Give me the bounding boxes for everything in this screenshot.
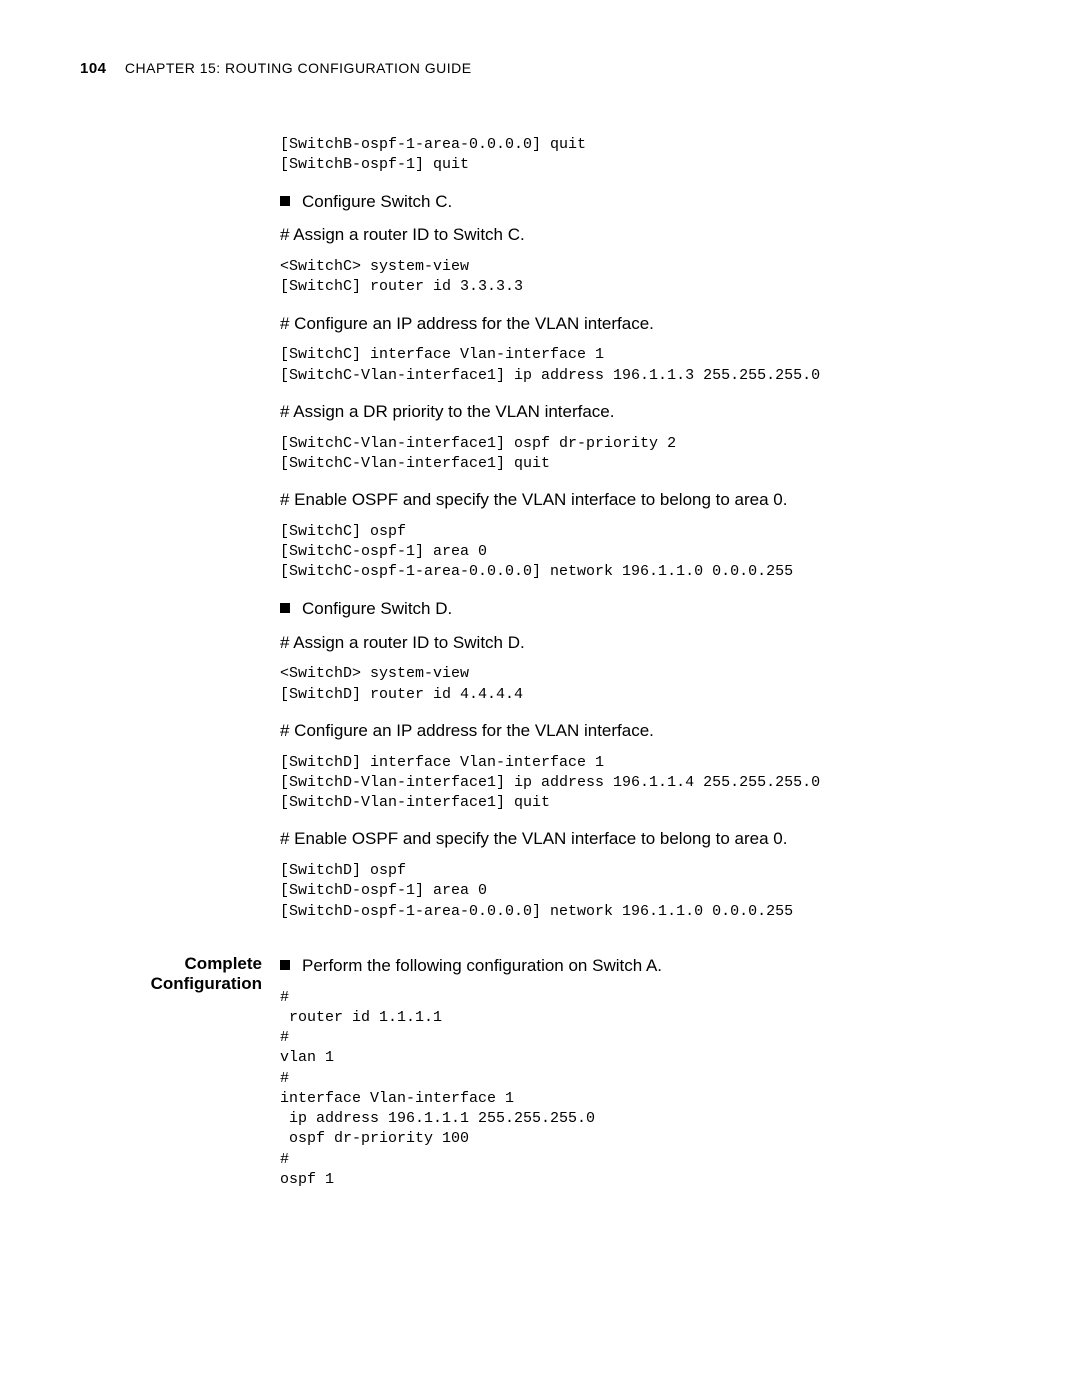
paragraph: # Assign a DR priority to the VLAN inter… [280, 400, 1000, 424]
square-bullet-icon [280, 603, 290, 613]
code-block: <SwitchD> system-view [SwitchD] router i… [280, 664, 1000, 705]
paragraph: # Enable OSPF and specify the VLAN inter… [280, 827, 1000, 851]
bullet-text: Perform the following configuration on S… [302, 954, 662, 978]
page: 104 CHAPTER 15: ROUTING CONFIGURATION GU… [0, 0, 1080, 1397]
bullet-text: Configure Switch D. [302, 597, 452, 621]
paragraph: # Enable OSPF and specify the VLAN inter… [280, 488, 1000, 512]
bullet-item: Configure Switch D. [280, 597, 1000, 621]
content-block: Complete Configuration Perform the follo… [80, 954, 1000, 1204]
page-number: 104 [80, 60, 107, 77]
code-block: [SwitchD] interface Vlan-interface 1 [Sw… [280, 753, 1000, 814]
paragraph: # Assign a router ID to Switch C. [280, 223, 1000, 247]
code-block: [SwitchC] ospf [SwitchC-ospf-1] area 0 [… [280, 522, 1000, 583]
code-block: <SwitchC> system-view [SwitchC] router i… [280, 257, 1000, 298]
paragraph: # Configure an IP address for the VLAN i… [280, 719, 1000, 743]
code-block: # router id 1.1.1.1 # vlan 1 # interface… [280, 988, 1000, 1191]
main-column: [SwitchB-ospf-1-area-0.0.0.0] quit [Swit… [280, 127, 1000, 936]
content-block: [SwitchB-ospf-1-area-0.0.0.0] quit [Swit… [80, 127, 1000, 936]
paragraph: # Assign a router ID to Switch D. [280, 631, 1000, 655]
code-block: [SwitchC] interface Vlan-interface 1 [Sw… [280, 345, 1000, 386]
square-bullet-icon [280, 960, 290, 970]
main-column: Perform the following configuration on S… [280, 954, 1000, 1204]
page-header: 104 CHAPTER 15: ROUTING CONFIGURATION GU… [80, 60, 1000, 77]
bullet-item: Configure Switch C. [280, 190, 1000, 214]
side-label: Complete Configuration [80, 954, 280, 994]
square-bullet-icon [280, 196, 290, 206]
code-block: [SwitchB-ospf-1-area-0.0.0.0] quit [Swit… [280, 135, 1000, 176]
chapter-title: CHAPTER 15: ROUTING CONFIGURATION GUIDE [125, 60, 472, 76]
code-block: [SwitchD] ospf [SwitchD-ospf-1] area 0 [… [280, 861, 1000, 922]
code-block: [SwitchC-Vlan-interface1] ospf dr-priori… [280, 434, 1000, 475]
paragraph: # Configure an IP address for the VLAN i… [280, 312, 1000, 336]
bullet-text: Configure Switch C. [302, 190, 452, 214]
bullet-item: Perform the following configuration on S… [280, 954, 1000, 978]
